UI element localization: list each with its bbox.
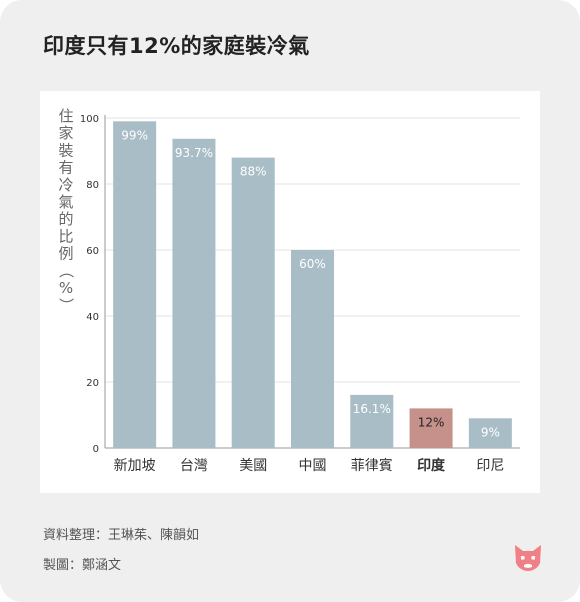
category-label: 中國: [299, 458, 327, 474]
data-label: 99%: [121, 128, 148, 142]
data-label: 12%: [418, 415, 445, 429]
credit-note: 製圖：鄭涵文: [43, 558, 122, 573]
y-axis-label-char: （: [57, 263, 75, 278]
source-note: 資料整理：王琳茱、陳韻如: [43, 528, 200, 543]
y-tick-label: 80: [86, 180, 99, 191]
cat-face-logo-icon: [515, 545, 541, 571]
bar: [350, 394, 394, 448]
y-tick-label: 40: [86, 312, 99, 323]
y-tick-label: 20: [86, 378, 99, 389]
bar: [172, 138, 216, 448]
y-axis-label-char: %: [59, 279, 73, 297]
data-label: 60%: [299, 257, 326, 271]
bar: [113, 121, 157, 449]
y-axis-label-char: 家: [58, 124, 73, 142]
data-label: 16.1%: [353, 402, 391, 416]
y-axis-label-char: 有: [58, 159, 73, 177]
data-label: 93.7%: [175, 146, 213, 160]
y-axis-label-char: 的: [58, 210, 73, 228]
y-axis-label-char: 冷: [58, 176, 73, 194]
y-axis-label-char: 氣: [58, 193, 73, 211]
chart-panel: 0 20 40 60 80 100 住家裝有冷氣的比例（%） 99% 新加坡 93.7% 台灣 88%…: [40, 91, 540, 493]
y-axis-label-char: ）: [57, 298, 75, 313]
category-label: 印度: [417, 457, 446, 474]
data-label: 9%: [481, 425, 500, 439]
bar: [291, 250, 334, 448]
bar: [231, 157, 275, 448]
y-axis-label-char: 比: [58, 227, 73, 245]
category-label: 台灣: [180, 458, 208, 474]
y-axis-label-char: 裝: [58, 141, 73, 159]
chart-title: 印度只有12%的家庭裝冷氣: [43, 34, 310, 58]
y-tick-label: 0: [93, 444, 99, 455]
bar: [409, 408, 453, 448]
y-axis-label-char: 例: [58, 245, 73, 263]
category-label: 新加坡: [114, 458, 156, 474]
y-tick-label: 60: [86, 246, 99, 257]
category-label: 美國: [239, 458, 267, 474]
data-label: 88%: [240, 165, 267, 179]
y-tick-label: 100: [80, 114, 99, 125]
category-label: 菲律賓: [351, 457, 393, 474]
category-label: 印尼: [476, 458, 504, 474]
bar: [468, 418, 512, 448]
y-axis-label-char: 住: [58, 107, 73, 125]
